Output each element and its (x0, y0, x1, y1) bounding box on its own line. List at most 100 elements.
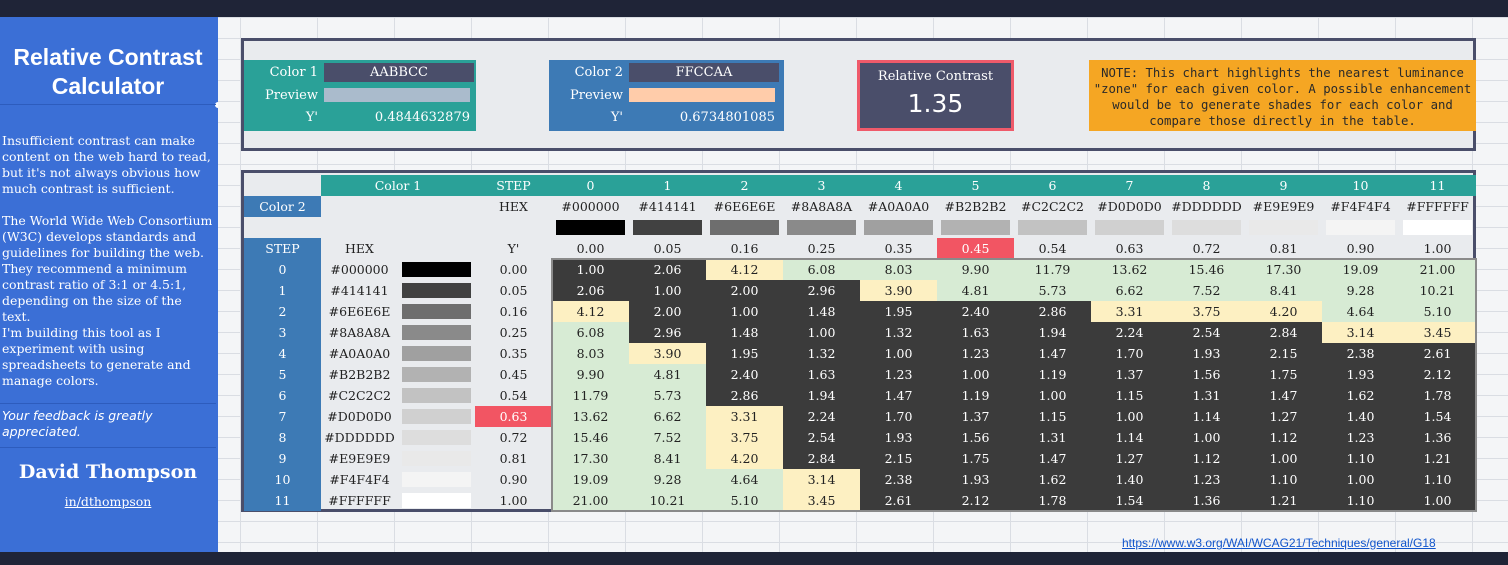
table-cell: 17.30 (1245, 259, 1322, 280)
color1-preview-swatch (324, 88, 470, 102)
table-cell: 4.81 (629, 364, 706, 385)
row-y: 0.63 (475, 406, 552, 427)
table-cell: 13.62 (552, 406, 629, 427)
table-cell: 1.56 (1168, 364, 1245, 385)
row-swatch (402, 346, 471, 361)
row-swatch (402, 451, 471, 466)
table-cell: 2.15 (1245, 343, 1322, 364)
author-link[interactable]: in/dthompson (64, 494, 152, 509)
column-step: 8 (1168, 175, 1245, 196)
page-title: Relative Contrast Calculator (0, 43, 216, 101)
relative-contrast-box: Relative Contrast 1.35 (857, 60, 1014, 131)
table-cell: 1.32 (783, 343, 860, 364)
row-hex: #B2B2B2 (328, 367, 391, 382)
table-cell: 3.31 (706, 406, 783, 427)
row-step: 10 (244, 469, 321, 490)
table-cell: 9.28 (629, 469, 706, 490)
table-cell: 1.15 (1091, 385, 1168, 406)
row-step: 5 (244, 364, 321, 385)
table-cell: 1.54 (1091, 490, 1168, 511)
table-cell: 2.24 (783, 406, 860, 427)
column-y: 0.00 (576, 241, 605, 256)
column-step: 3 (783, 175, 860, 196)
table-cell: 2.96 (629, 322, 706, 343)
table-cell: 7.52 (1168, 280, 1245, 301)
table-cell: 3.45 (783, 490, 860, 511)
color1-preview-label: Preview (265, 88, 318, 103)
column-hex: #C2C2C2 (1020, 199, 1085, 214)
y-header: Y' (507, 241, 520, 256)
table-cell: 19.09 (552, 469, 629, 490)
divider (0, 447, 216, 448)
table-cell: 1.93 (1168, 343, 1245, 364)
table-cell: 1.37 (937, 406, 1014, 427)
color1-y-value: 0.4844632879 (374, 110, 470, 125)
column-swatch (1172, 220, 1241, 235)
color1-hex-input[interactable]: AABBCC (324, 63, 474, 82)
column-step: 0 (552, 175, 629, 196)
table-cell: 1.63 (937, 322, 1014, 343)
table-cell: 6.62 (1091, 280, 1168, 301)
row-swatch (402, 493, 471, 508)
column-y: 0.25 (807, 241, 836, 256)
table-cell: 4.20 (706, 448, 783, 469)
table-cell: 2.54 (783, 427, 860, 448)
row-y: 0.90 (499, 472, 528, 487)
color2-box: Color 2 FFCCAA Preview Y' 0.6734801085 (549, 60, 784, 131)
author-name: David Thompson (18, 461, 198, 483)
table-cell: 19.09 (1322, 259, 1399, 280)
table-cell: 2.00 (706, 280, 783, 301)
reference-link[interactable]: https://www.w3.org/WAI/WCAG21/Techniques… (1122, 536, 1436, 550)
table-cell: 1.10 (1399, 469, 1476, 490)
color2-hex-input[interactable]: FFCCAA (629, 63, 779, 82)
step-header: STEP (475, 175, 552, 196)
table-cell: 1.36 (1168, 490, 1245, 511)
table-cell: 1.95 (860, 301, 937, 322)
table-cell: 1.00 (629, 280, 706, 301)
table-cell: 5.73 (629, 385, 706, 406)
table-cell: 1.27 (1091, 448, 1168, 469)
color2-preview-swatch (629, 88, 775, 102)
table-cell: 1.94 (1014, 322, 1091, 343)
column-step: 5 (937, 175, 1014, 196)
row-swatch (402, 367, 471, 382)
table-cell: 1.00 (1014, 385, 1091, 406)
table-cell: 1.27 (1245, 406, 1322, 427)
table-cell: 5.10 (706, 490, 783, 511)
divider (0, 403, 216, 404)
table-cell: 1.23 (1322, 427, 1399, 448)
table-cell: 4.64 (706, 469, 783, 490)
table-cell: 3.14 (1322, 322, 1399, 343)
table-cell: 1.93 (860, 427, 937, 448)
table-cell: 1.94 (783, 385, 860, 406)
table-cell: 1.70 (1091, 343, 1168, 364)
table-cell: 1.23 (937, 343, 1014, 364)
row-swatch (402, 430, 471, 445)
column-y: 0.72 (1192, 241, 1221, 256)
table-cell: 10.21 (629, 490, 706, 511)
column-hex: #A0A0A0 (867, 199, 930, 214)
table-cell: 1.48 (783, 301, 860, 322)
row-swatch (402, 283, 471, 298)
table-cell: 9.90 (552, 364, 629, 385)
table-cell: 2.38 (1322, 343, 1399, 364)
column-hex: #FFFFFF (1406, 199, 1469, 214)
hex-header: HEX (345, 241, 374, 256)
row-hex: #E9E9E9 (328, 451, 391, 466)
column-hex: #E9E9E9 (1252, 199, 1315, 214)
table-cell: 1.10 (1322, 490, 1399, 511)
table-cell: 4.12 (706, 259, 783, 280)
column-swatch (1403, 220, 1472, 235)
table-cell: 1.62 (1322, 385, 1399, 406)
column-swatch (556, 220, 625, 235)
table-cell: 1.93 (1322, 364, 1399, 385)
row-swatch (402, 304, 471, 319)
column-step: 6 (1014, 175, 1091, 196)
table-cell: 1.63 (783, 364, 860, 385)
row-step: 6 (244, 385, 321, 406)
table-cell: 9.90 (937, 259, 1014, 280)
color1-header: Color 1 (321, 175, 475, 196)
row-swatch (402, 409, 471, 424)
table-cell: 1.14 (1091, 427, 1168, 448)
table-cell: 3.45 (1399, 322, 1476, 343)
